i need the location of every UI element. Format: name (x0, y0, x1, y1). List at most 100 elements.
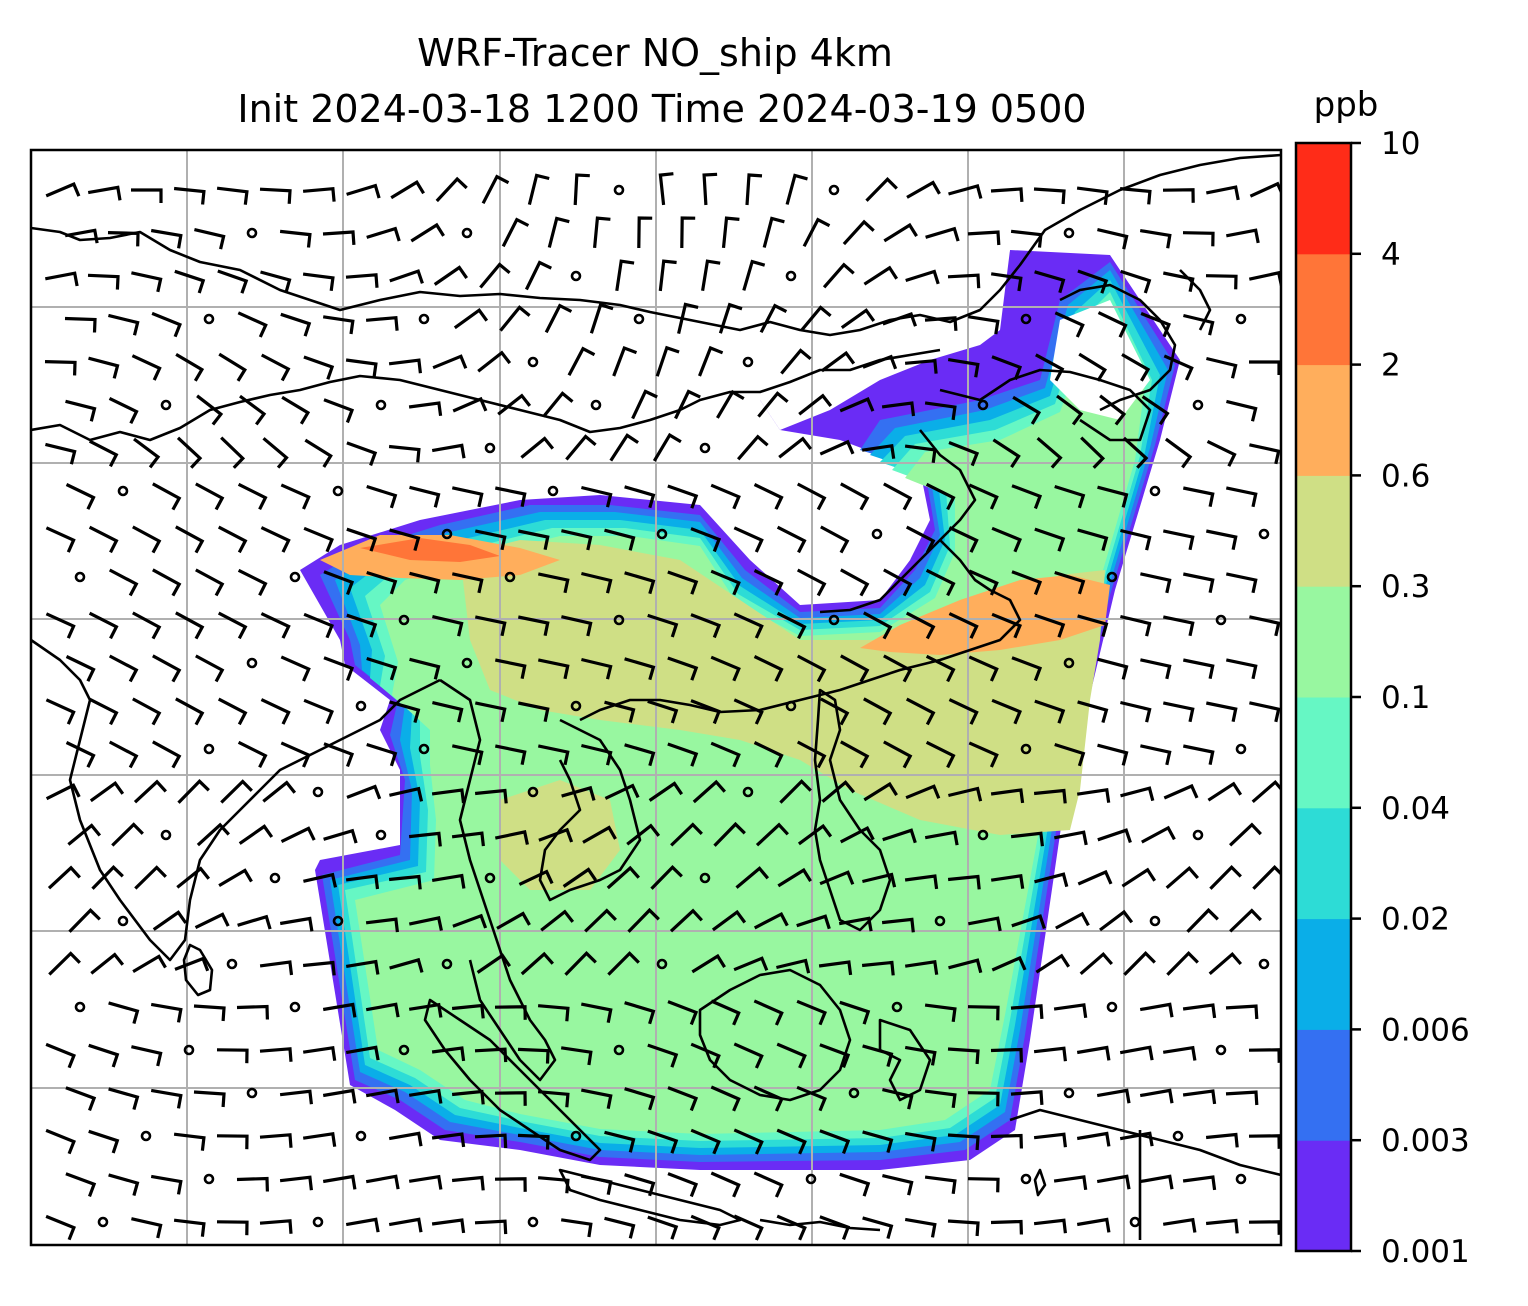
wind-barb (173, 186, 206, 205)
wind-barb (604, 700, 636, 723)
wind-barb (667, 1086, 699, 1112)
wind-barb (1206, 439, 1237, 467)
wind-barb (776, 1042, 807, 1069)
wind-barb (690, 699, 722, 725)
wind-barb (131, 271, 163, 293)
wind-barb (883, 740, 913, 769)
wind-barb (842, 219, 875, 246)
wind-barb (388, 1131, 423, 1147)
wind-barb (366, 226, 401, 242)
wind-barb (216, 1220, 249, 1236)
wind-barb (1225, 658, 1258, 680)
wind-barb (132, 697, 162, 726)
colorbar-swatches (1296, 143, 1351, 1252)
wind-barb (177, 779, 210, 804)
colorbar-tick-label: 0.001 (1381, 1234, 1470, 1270)
wind-barb-calm (656, 958, 668, 970)
wind-barb (431, 1218, 466, 1234)
wind-barb (967, 315, 1000, 335)
wind-barb (582, 825, 617, 844)
wind-barb (624, 485, 656, 509)
wind-barb-calm (355, 700, 367, 712)
wind-barb-calm (97, 1216, 109, 1228)
wind-barb (821, 780, 856, 803)
wind-barb (968, 483, 999, 510)
wind-barb (524, 260, 553, 291)
wind-barb (925, 740, 956, 769)
wind-barb-calm (289, 1001, 301, 1013)
wind-barb (861, 443, 896, 459)
wind-barb (580, 1088, 613, 1110)
wind-barb (584, 908, 617, 933)
wind-barb (701, 259, 721, 292)
wind-barb (150, 1174, 183, 1195)
wind-barb (195, 568, 225, 597)
wind-barb (713, 821, 746, 847)
figure-title-line1: WRF-Tracer NO_ship 4km (417, 31, 893, 75)
wind-barb (733, 1128, 764, 1155)
wind-barb (1097, 743, 1129, 766)
wind-barb (604, 528, 636, 551)
wind-barb (1011, 914, 1046, 930)
wind-barb (905, 784, 941, 800)
wind-barb (88, 356, 120, 379)
wind-barb (494, 1091, 527, 1106)
wind-barb (1182, 1175, 1217, 1191)
wind-barb (865, 177, 898, 202)
wind-barb-calm (656, 528, 668, 540)
wind-barb (573, 173, 590, 206)
wind-barb (520, 436, 555, 459)
wind-barb (796, 914, 831, 930)
wind-barb (650, 865, 683, 890)
wind-barb (757, 391, 789, 418)
wind-barb (1225, 486, 1258, 508)
wind-barb (517, 1047, 550, 1064)
wind-barb (1182, 231, 1215, 247)
wind-barb (262, 780, 297, 803)
wind-barb (365, 1088, 400, 1104)
wind-barb (883, 482, 913, 511)
wind-barb (819, 870, 855, 886)
wind-barb (451, 831, 485, 847)
wind-barb (1099, 394, 1127, 426)
wind-barb (260, 270, 292, 293)
wind-barb (881, 917, 915, 933)
wind-barb (345, 358, 378, 378)
wind-barb (476, 953, 512, 974)
wind-barb (262, 437, 289, 469)
wind-barb (560, 1218, 593, 1238)
wind-barb (561, 615, 593, 637)
wind-barb-calm (1020, 743, 1032, 755)
wind-barb (690, 1128, 721, 1155)
wind-barb (322, 1088, 357, 1104)
wind-barb (991, 612, 1022, 639)
coastline-sri-lanka (182, 943, 214, 997)
wind-barb (904, 1217, 937, 1238)
colorbar-unit: ppb (1314, 85, 1379, 125)
wind-barb (680, 216, 696, 249)
wind-barb (90, 952, 125, 975)
wind-barb (607, 951, 640, 976)
wind-barb-calm (1192, 829, 1204, 841)
wind-barb (1139, 229, 1172, 249)
wind-barb-calm (1215, 1044, 1227, 1056)
wind-barb (175, 697, 205, 726)
wind-barb (481, 174, 510, 205)
wind-barb (1249, 615, 1281, 637)
wind-barb (175, 611, 205, 640)
wind-barb (565, 434, 597, 461)
wind-barb (131, 1217, 163, 1239)
wind-barb (733, 1214, 764, 1241)
wind-barb (408, 401, 443, 417)
wind-barb (1248, 1220, 1281, 1235)
wind-barb-calm (871, 528, 883, 540)
wind-barb (346, 784, 382, 800)
wind-barb (862, 1044, 894, 1068)
wind-barb (581, 743, 613, 766)
wind-barb-calm (203, 1173, 215, 1185)
wind-barb (647, 1043, 679, 1068)
wind-barb (196, 822, 230, 847)
wind-barb (345, 273, 379, 288)
wind-barb (65, 483, 96, 510)
wind-barb (1078, 352, 1108, 382)
